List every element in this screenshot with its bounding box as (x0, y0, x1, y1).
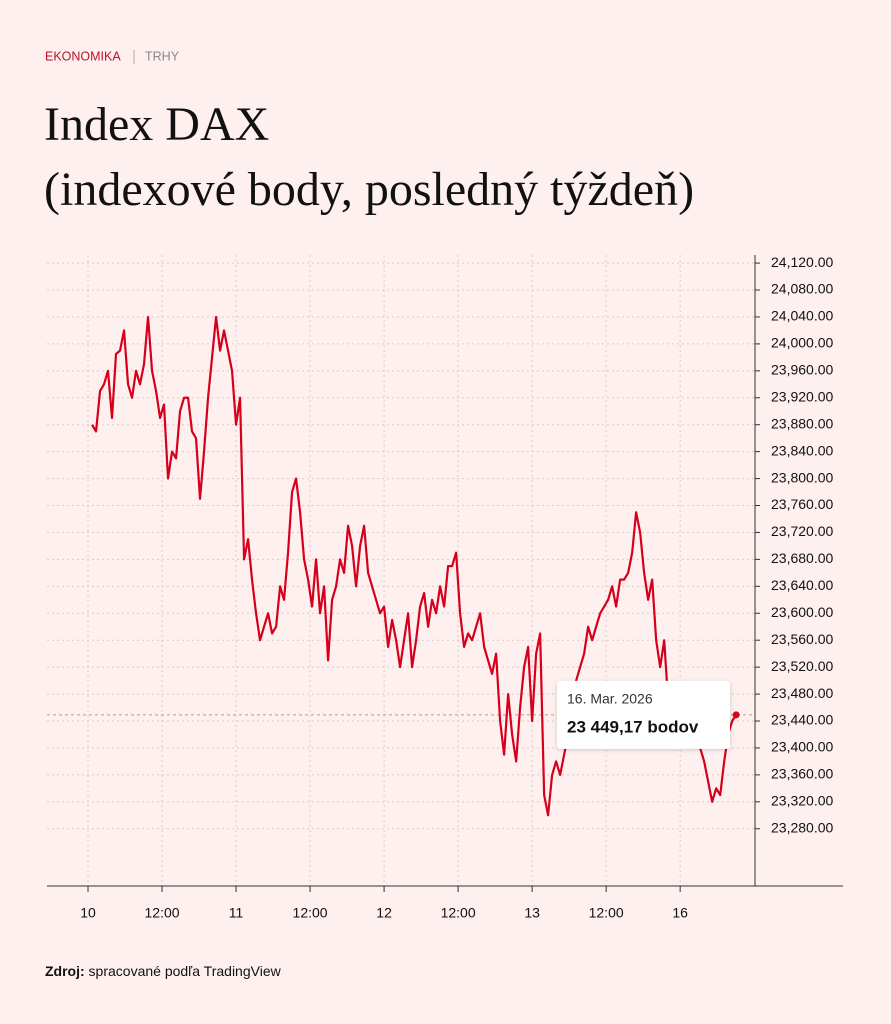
y-tick-label: 23,840.00 (771, 442, 833, 458)
y-tick-label: 23,720.00 (771, 523, 833, 539)
y-tick-label: 23,440.00 (771, 712, 833, 728)
price-line (91, 315, 738, 817)
section: EKONOMIKA (45, 49, 121, 63)
x-tick-label: 12:00 (293, 905, 328, 921)
tooltip-date: 16. Mar. 2026 (567, 691, 653, 707)
tooltip (557, 680, 730, 749)
source: Zdroj: spracované podľa TradingView (45, 963, 282, 979)
y-tick-label: 23,760.00 (771, 496, 833, 512)
y-tick-label: 23,560.00 (771, 631, 833, 647)
subsection: TRHY (145, 49, 180, 63)
y-tick-label: 23,920.00 (771, 388, 833, 404)
x-tick-label: 12:00 (589, 905, 624, 921)
x-tick-label: 16 (672, 905, 688, 921)
x-tick-label: 12 (376, 905, 392, 921)
y-tick-label: 24,120.00 (771, 254, 833, 270)
source-label: Zdroj: (45, 963, 85, 979)
y-tick-label: 23,680.00 (771, 550, 833, 566)
tooltip-value: 23 449,17 bodov (567, 717, 699, 736)
x-tick-label: 12:00 (441, 905, 476, 921)
y-tick-label: 23,640.00 (771, 577, 833, 593)
x-tick-label: 12:00 (145, 905, 180, 921)
x-tick-label: 13 (524, 905, 540, 921)
y-tick-label: 23,800.00 (771, 469, 833, 485)
chart-subtitle: (indexové body, posledný týždeň) (44, 163, 694, 216)
x-tick-label: 10 (80, 905, 96, 921)
chart-title: Index DAX (44, 98, 269, 151)
y-tick-label: 24,000.00 (771, 335, 833, 351)
plot: 23,280.00 23,320.00 23,360.00 23,400.00 23,4… (47, 254, 843, 921)
y-tick-label: 24,040.00 (771, 308, 833, 324)
y-tick-label: 23,360.00 (771, 766, 833, 782)
y-tick-label: 23,960.00 (771, 362, 833, 378)
y-tick-label: 23,480.00 (771, 685, 833, 701)
y-tick-label: 23,880.00 (771, 415, 833, 431)
y-tick-label: 24,080.00 (771, 281, 833, 297)
y-tick-label: 23,400.00 (771, 739, 833, 755)
y-tick-label: 23,600.00 (771, 604, 833, 620)
x-tick-label: 11 (229, 905, 244, 921)
last-point (732, 711, 740, 719)
y-tick-label: 23,320.00 (771, 793, 833, 809)
y-tick-label: 23,280.00 (771, 819, 833, 835)
y-tick-label: 23,520.00 (771, 658, 833, 674)
source-text: spracované podľa TradingView (89, 963, 282, 979)
